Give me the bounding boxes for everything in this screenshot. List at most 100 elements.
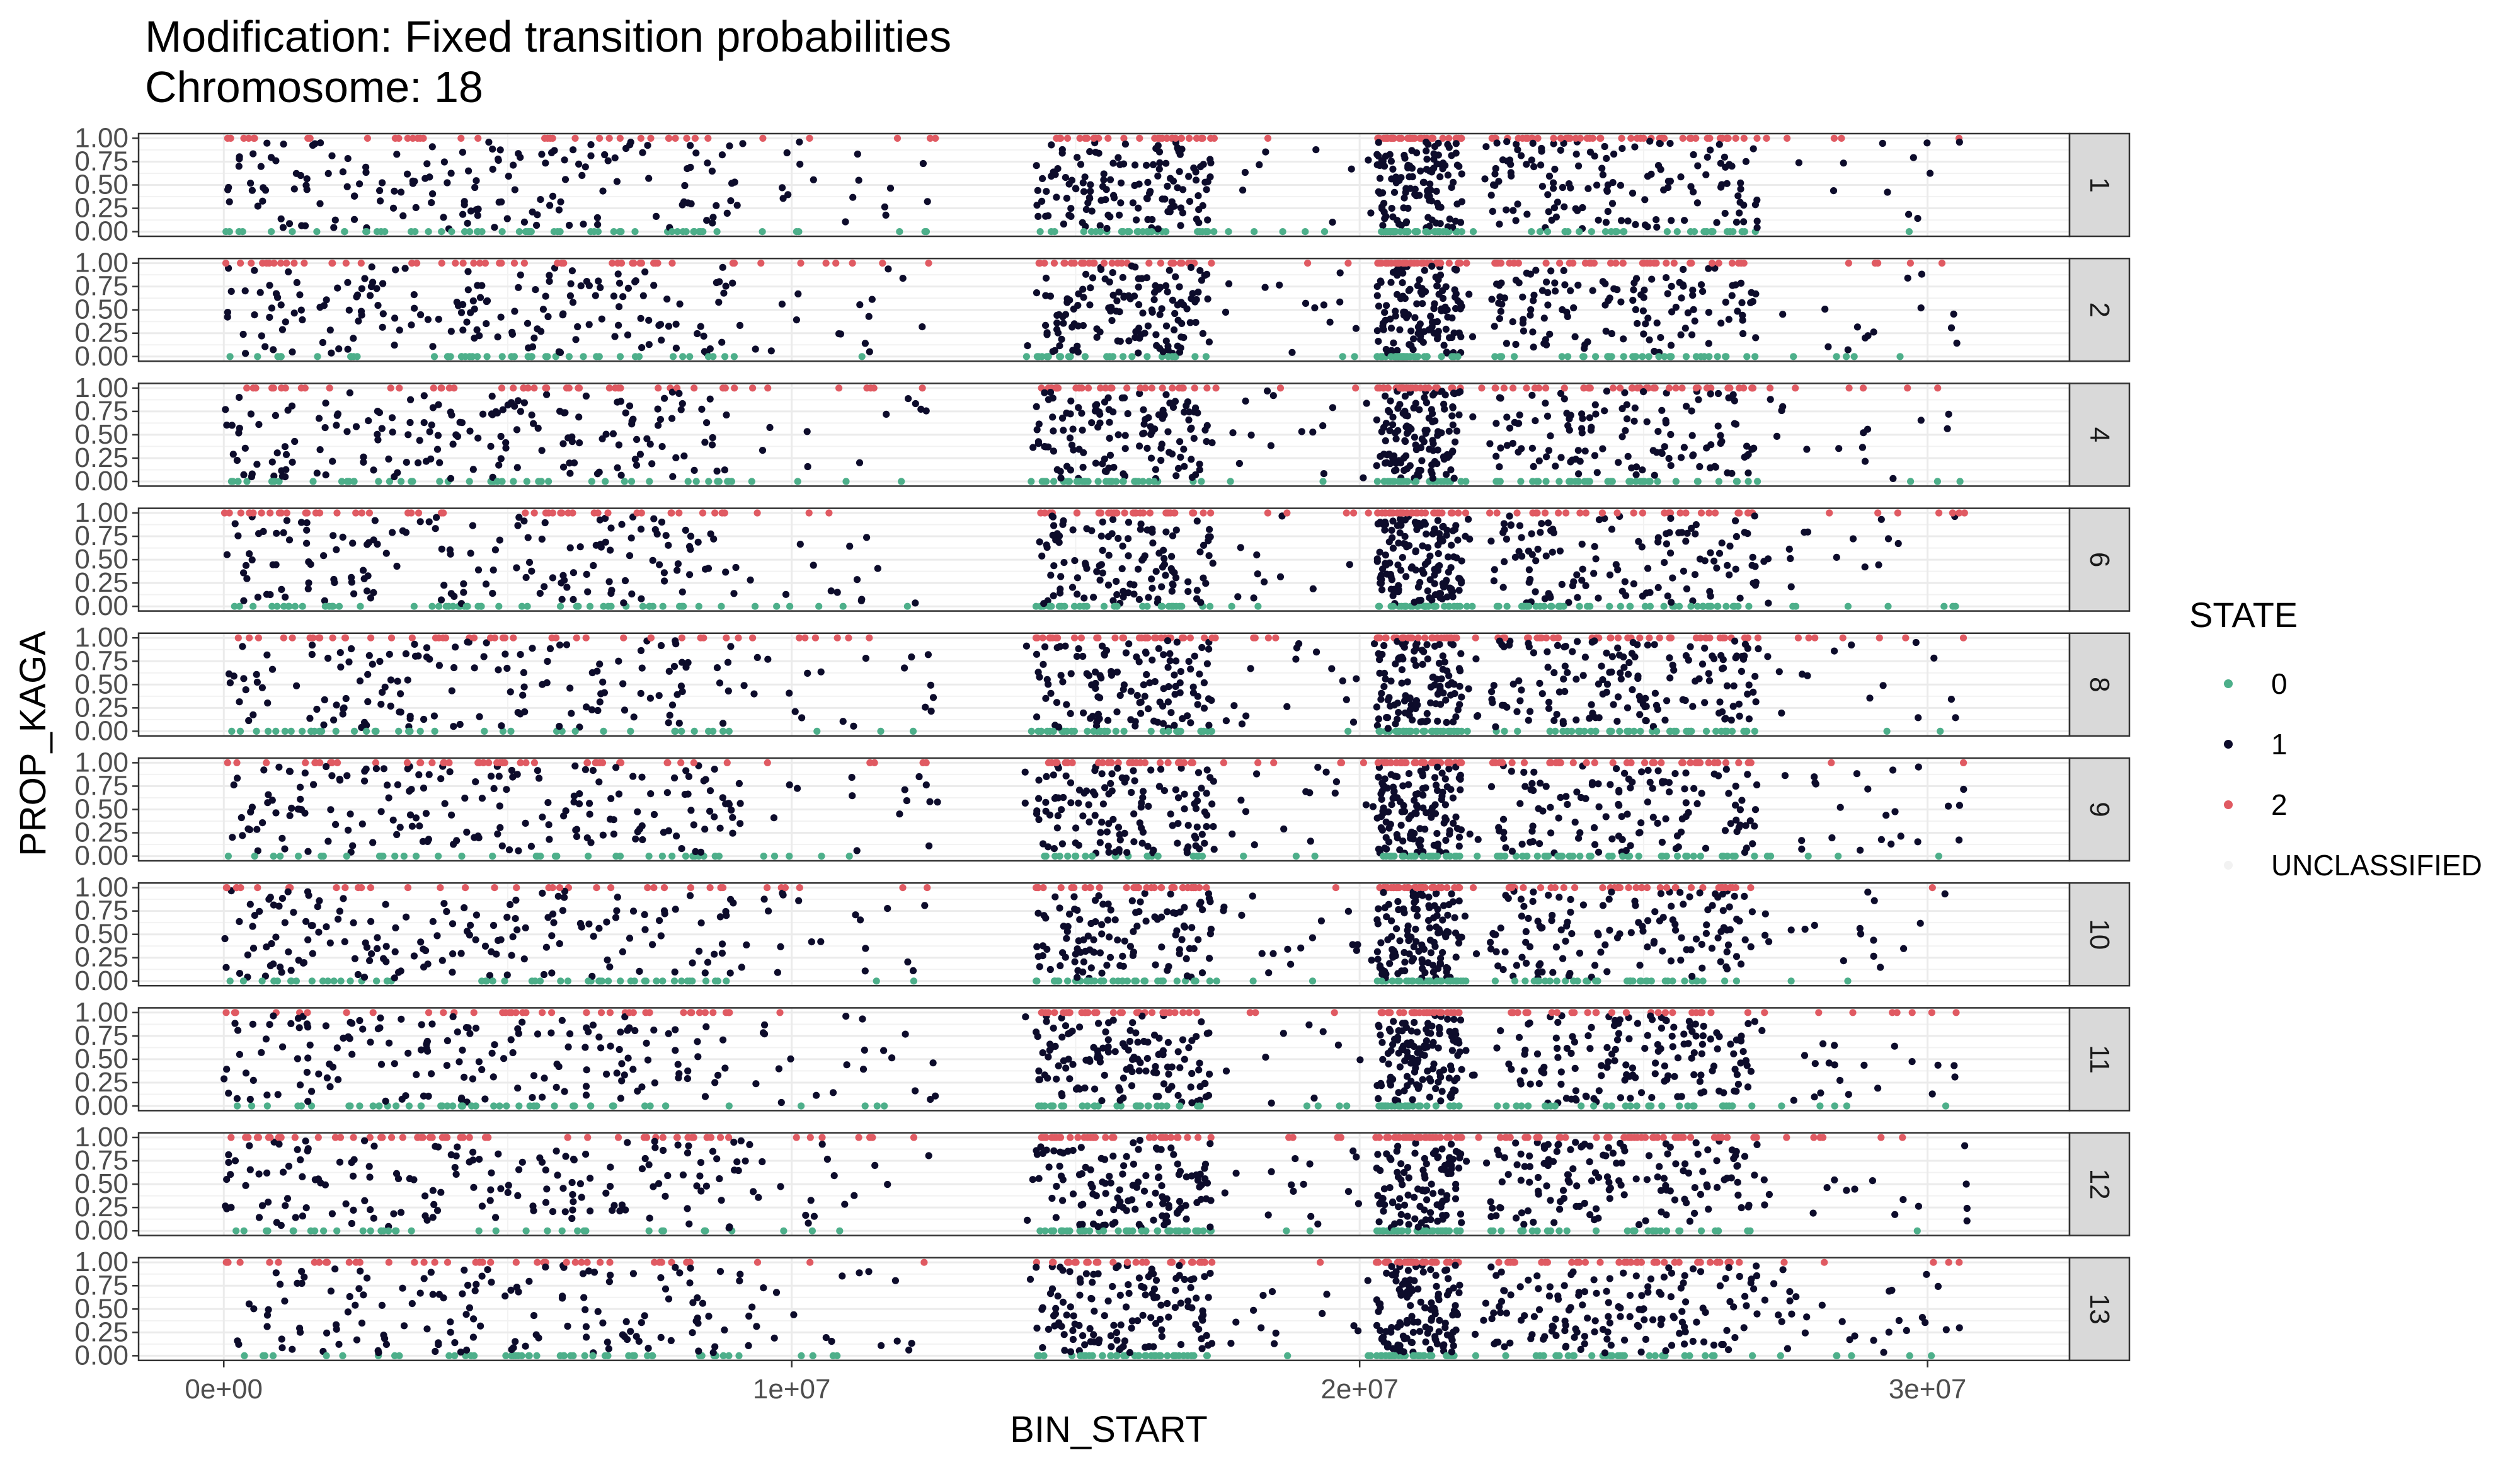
point-state-1	[483, 297, 491, 306]
point-state-1	[700, 332, 707, 340]
point-state-1	[1910, 154, 1917, 161]
point-state-0	[409, 478, 416, 485]
point-state-1	[1520, 327, 1527, 335]
point-state-1	[272, 412, 279, 420]
point-state-2	[1561, 384, 1568, 392]
point-state-1	[1452, 305, 1460, 313]
point-state-1	[497, 432, 505, 440]
point-state-1	[793, 316, 800, 324]
point-state-1	[1413, 300, 1421, 308]
point-state-1	[1113, 708, 1121, 716]
point-state-1	[361, 275, 369, 282]
point-state-2	[1448, 634, 1455, 642]
point-state-1	[1184, 578, 1192, 585]
point-state-1	[1690, 451, 1697, 459]
point-state-2	[1670, 260, 1678, 267]
point-state-1	[242, 350, 249, 357]
point-state-1	[491, 224, 498, 231]
point-state-1	[1143, 671, 1150, 679]
point-state-1	[1288, 348, 1296, 356]
point-state-2	[633, 509, 641, 517]
point-state-1	[538, 151, 546, 158]
point-state-2	[1046, 634, 1053, 642]
point-state-1	[1624, 217, 1632, 225]
y-tick-label: 0.75	[74, 396, 129, 427]
point-state-0	[1199, 228, 1206, 236]
point-state-0	[249, 602, 257, 610]
point-state-1	[1141, 693, 1148, 700]
point-state-1	[1664, 184, 1672, 192]
point-state-1	[1668, 217, 1675, 224]
point-state-2	[1711, 509, 1719, 517]
point-state-1	[679, 659, 686, 666]
point-state-1	[723, 411, 730, 419]
point-state-1	[561, 409, 569, 417]
point-state-1	[1705, 677, 1714, 684]
point-state-1	[1787, 555, 1794, 563]
point-state-1	[1155, 148, 1164, 156]
point-state-1	[1675, 529, 1683, 537]
point-state-0	[1147, 727, 1155, 735]
point-state-2	[290, 260, 298, 267]
point-state-1	[594, 221, 602, 228]
point-state-0	[1492, 478, 1500, 485]
point-state-2	[415, 509, 423, 517]
point-state-0	[1193, 853, 1201, 860]
point-state-1	[1646, 778, 1654, 786]
point-state-2	[1156, 759, 1164, 766]
point-state-1	[1166, 650, 1174, 657]
point-state-0	[1119, 478, 1127, 485]
point-state-1	[1120, 681, 1128, 689]
point-state-1	[1529, 328, 1537, 336]
point-state-2	[569, 509, 576, 517]
point-state-0	[234, 478, 242, 485]
point-state-1	[842, 218, 849, 226]
point-state-1	[450, 723, 457, 730]
point-state-1	[1080, 294, 1087, 301]
point-state-1	[1441, 775, 1449, 783]
point-state-1	[684, 165, 691, 173]
point-state-1	[595, 277, 602, 285]
point-state-1	[1427, 699, 1435, 706]
point-state-1	[1048, 141, 1055, 149]
point-state-0	[309, 478, 317, 485]
point-state-1	[1894, 539, 1902, 548]
point-state-1	[1116, 338, 1124, 345]
point-state-0	[1588, 228, 1595, 236]
point-state-0	[1377, 353, 1385, 360]
point-state-0	[1663, 228, 1671, 236]
point-state-1	[1437, 701, 1445, 708]
point-state-1	[1661, 717, 1669, 724]
point-state-1	[1441, 391, 1449, 399]
point-state-1	[1493, 139, 1501, 147]
point-state-2	[413, 260, 421, 267]
point-state-1	[929, 694, 937, 701]
point-state-1	[767, 347, 775, 355]
point-state-1	[1579, 565, 1586, 573]
point-state-2	[683, 134, 690, 142]
point-state-1	[415, 459, 422, 467]
point-state-1	[1062, 174, 1069, 181]
point-state-1	[389, 529, 396, 536]
point-state-1	[1196, 548, 1204, 556]
point-state-1	[682, 526, 689, 534]
point-state-2	[1488, 134, 1496, 142]
point-state-2	[1097, 384, 1104, 392]
point-state-0	[428, 602, 436, 610]
point-state-2	[1682, 509, 1690, 517]
point-state-1	[1395, 539, 1402, 547]
point-state-1	[268, 304, 275, 312]
point-state-1	[580, 221, 587, 228]
point-state-1	[703, 217, 711, 224]
point-state-1	[1646, 589, 1654, 596]
point-state-1	[1155, 165, 1163, 173]
point-state-1	[617, 398, 625, 405]
point-state-1	[1550, 204, 1558, 212]
point-state-1	[517, 271, 524, 279]
point-state-0	[478, 228, 486, 236]
point-state-1	[1040, 840, 1047, 848]
point-state-1	[1385, 408, 1394, 416]
point-state-0	[1434, 727, 1441, 735]
point-state-0	[1399, 727, 1407, 735]
point-state-0	[371, 727, 379, 735]
